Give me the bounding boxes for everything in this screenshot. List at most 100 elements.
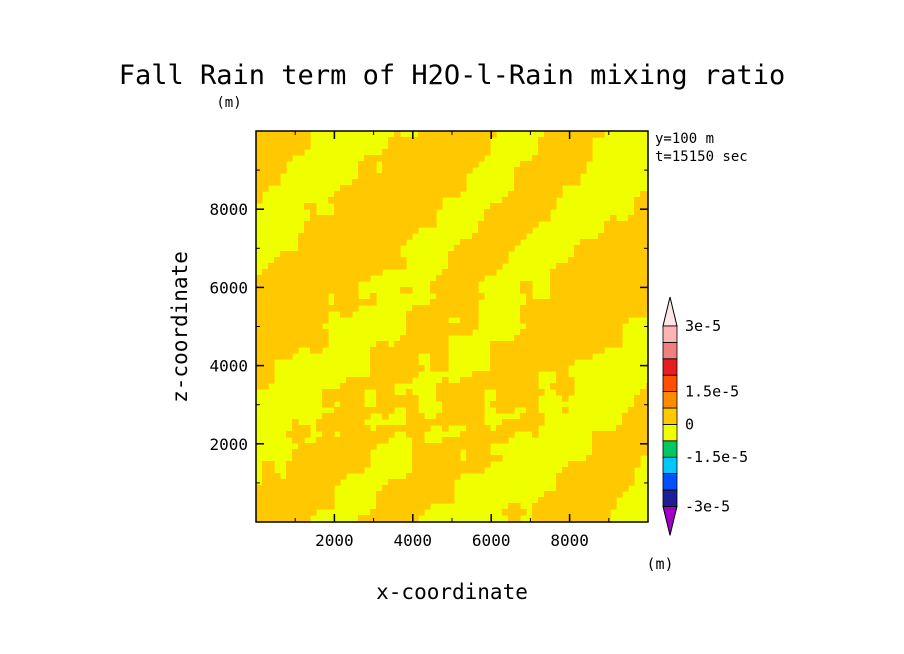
contour-cell-97 [556, 143, 563, 150]
contour-cell-1675 [436, 395, 443, 402]
contour-cell-1346 [442, 335, 449, 342]
contour-cell-598 [370, 233, 377, 240]
contour-cell-2256 [562, 491, 569, 498]
contour-cell-2017 [424, 455, 431, 462]
y-tick-label-1: 4000 [209, 357, 248, 376]
contour-cell-2317 [328, 503, 335, 510]
contour-cell-458 [430, 209, 437, 216]
contour-cell-1926 [622, 437, 629, 444]
contour-cell-2269 [274, 497, 281, 504]
contour-cell-1898 [328, 437, 335, 444]
contour-cell-596 [358, 233, 365, 240]
contour-cell-1855 [646, 425, 648, 432]
contour-cell-1134 [448, 305, 455, 312]
contour-cell-1848 [526, 425, 533, 432]
contour-cell-2035 [622, 455, 629, 462]
contour-cell-1174 [346, 311, 353, 318]
contour-cell-2286 [418, 497, 425, 504]
contour-cell-867 [484, 269, 491, 276]
contour-cell-1488 [370, 359, 377, 366]
contour-cell-525 [394, 221, 401, 228]
contour-cell-2382 [274, 515, 281, 522]
contour-cell-699 [628, 245, 635, 252]
contour-cell-2032 [604, 455, 611, 462]
contour-cell-158 [448, 155, 455, 162]
contour-cell-2394 [394, 515, 401, 522]
contour-cell-1519 [388, 365, 395, 372]
contour-cell-111 [382, 149, 389, 156]
contour-cell-121 [442, 149, 449, 156]
contour-cell-1063 [256, 299, 263, 306]
contour-cell-1172 [322, 311, 329, 318]
contour-cell-203 [550, 161, 557, 168]
contour-cell-1686 [514, 395, 521, 402]
contour-cell-1587 [502, 377, 509, 384]
contour-cell-2246 [412, 491, 419, 498]
contour-cell-357 [418, 191, 425, 198]
contour-cell-1539 [556, 365, 563, 372]
contour-cell-320 [382, 185, 389, 192]
contour-cell-2166 [388, 479, 395, 486]
contour-cell-74 [292, 143, 299, 150]
contour-cell-501 [526, 215, 533, 222]
contour-cell-745 [646, 251, 648, 258]
contour-cell-2101 [454, 467, 461, 474]
contour-cell-2026 [484, 455, 491, 462]
contour-cell-1384 [424, 341, 431, 348]
contour-cell-2220 [586, 485, 593, 492]
contour-cell-1501 [502, 359, 509, 366]
contour-cell-1514 [262, 365, 269, 372]
contour-cell-188 [418, 161, 425, 168]
contour-cell-1799 [448, 419, 455, 426]
contour-cell-1211 [274, 317, 281, 324]
contour-cell-100 [574, 143, 581, 150]
contour-cell-1778 [622, 413, 629, 420]
contour-cell-1212 [280, 317, 287, 324]
contour-cell-439 [640, 203, 647, 210]
contour-cell-2103 [466, 467, 473, 474]
contour-cell-853 [340, 269, 347, 276]
contour-cell-2253 [544, 491, 551, 498]
contour-cell-1157 [628, 305, 635, 312]
contour-cell-568 [412, 227, 419, 234]
contour-cell-78 [394, 143, 401, 150]
contour-cell-2093 [358, 467, 365, 474]
contour-cell-1439 [532, 347, 539, 354]
contour-cell-1742 [472, 407, 479, 414]
contour-cell-904 [364, 275, 371, 282]
contour-cell-1870 [388, 431, 395, 438]
contour-cell-1853 [634, 425, 641, 432]
contour-cell-528 [412, 221, 419, 228]
contour-cell-1207 [640, 311, 647, 318]
contour-cell-228 [448, 167, 455, 174]
contour-cell-2204 [388, 485, 395, 492]
contour-cell-238 [550, 167, 557, 174]
contour-cell-550 [304, 227, 311, 234]
contour-cell-174 [256, 161, 263, 168]
contour-cell-1195 [568, 311, 575, 318]
contour-cell-73 [286, 143, 293, 150]
contour-cell-1768 [448, 413, 455, 420]
contour-cell-60 [544, 137, 551, 144]
contour-cell-1098 [574, 299, 581, 306]
contour-cell-1115 [280, 305, 287, 312]
contour-cell-2410 [592, 515, 599, 522]
contour-cell-1179 [430, 311, 437, 318]
contour-cell-806 [352, 263, 359, 270]
contour-cell-1640 [436, 389, 443, 396]
contour-cell-1060 [634, 293, 641, 300]
contour-cell-277 [256, 179, 263, 186]
contour-cell-1801 [460, 419, 467, 426]
contour-cell-695 [604, 245, 611, 252]
contour-cell-2347 [280, 509, 287, 516]
contour-cell-2038 [262, 461, 269, 468]
contour-cell-563 [382, 227, 389, 234]
contour-cell-1772 [472, 413, 479, 420]
contour-cell-1017 [634, 287, 641, 294]
contour-cell-247 [274, 173, 281, 180]
contour-cell-2353 [370, 509, 377, 516]
contour-cell-2207 [406, 485, 413, 492]
contour-cell-21 [484, 131, 491, 138]
contour-cell-1235 [550, 317, 557, 324]
colorbar-swatch-2 [662, 473, 678, 491]
